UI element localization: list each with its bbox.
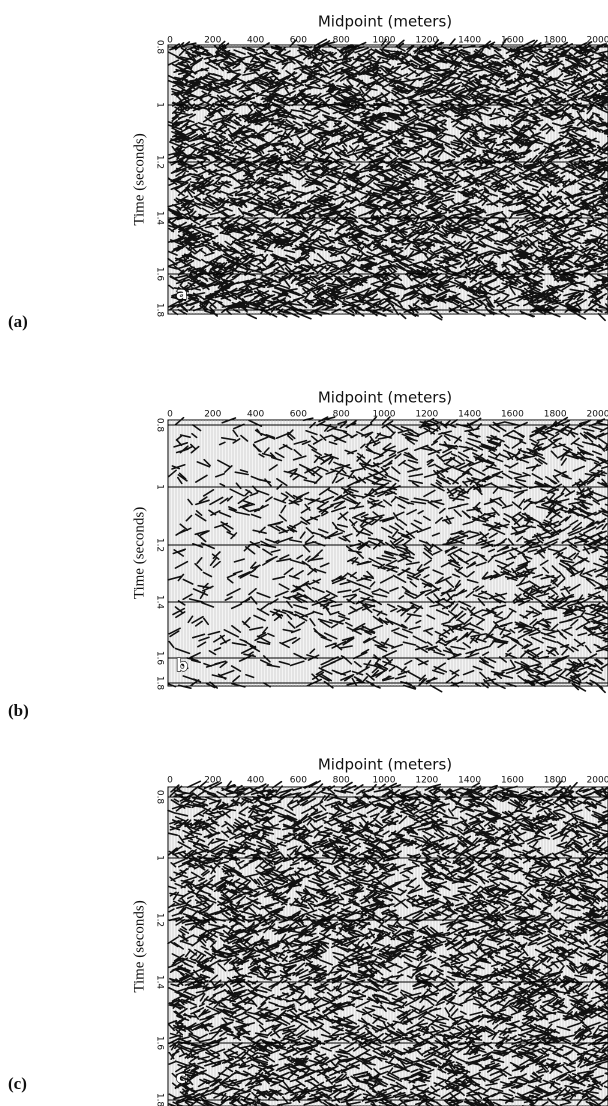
x-tick-label: 600 [290,410,307,420]
inner-label: a [176,284,187,304]
y-tick-label: 1.4 [155,211,165,226]
y-tick-label: 0.8 [155,790,165,805]
x-tick-label: 400 [247,776,264,786]
x-tick-label: 0 [167,36,173,46]
x-tick-label: 0 [167,410,173,420]
y-axis-label: Time (seconds) [131,507,147,599]
x-tick-label: 400 [247,36,264,46]
x-tick-label: 1000 [373,410,396,420]
y-tick-label: 1.6 [155,267,165,282]
x-tick-label: 600 [290,36,307,46]
x-tick-label: 1200 [415,410,438,420]
x-tick-label: 1800 [544,36,567,46]
y-tick-label: 1.6 [155,1036,165,1051]
reflection-wiggles [167,38,608,322]
x-tick-label: 600 [290,776,307,786]
x-tick-label: 1600 [501,776,524,786]
y-tick-label: 1.2 [155,913,165,927]
y-tick-label: 1.2 [155,155,165,169]
y-tick-label: 1 [155,855,165,861]
x-tick-label: 1200 [415,776,438,786]
inner-label: b [176,656,188,676]
x-tick-label: 200 [204,410,221,420]
x-tick-label: 1400 [458,410,481,420]
x-tick-label: 1400 [458,776,481,786]
x-tick-label: 800 [333,776,350,786]
x-tick-label: 200 [204,776,221,786]
y-tick-label: 1 [155,102,165,108]
reflection-wiggles [167,416,608,694]
y-axis-label: Time (seconds) [131,900,147,992]
x-tick-label: 1800 [544,410,567,420]
x-tick-label: 1200 [415,36,438,46]
panel-label: (b) [8,701,29,720]
x-tick-label: 800 [333,36,350,46]
y-tick-label: 1 [155,484,165,490]
y-tick-label: 1.8 [155,676,165,691]
x-tick-label: 400 [247,410,264,420]
y-tick-label: 1.6 [155,651,165,666]
y-tick-label: 1.8 [155,1093,165,1106]
x-tick-label: 200 [204,36,221,46]
x-tick-label: 800 [333,410,350,420]
panel: Midpoint (meters) 0 200 400 600 800 1000 1200 14… [8,13,608,331]
x-tick-label: 1800 [544,776,567,786]
x-axis-label: Midpoint (meters) [318,756,452,774]
y-axis-label: Time (seconds) [131,133,147,225]
x-axis-label: Midpoint (meters) [318,13,452,31]
x-tick-label: 2000 [587,36,608,46]
x-tick-label: 1600 [501,36,524,46]
panel: Midpoint (meters) 0 200 400 600 800 1000 1200 14… [8,756,608,1106]
y-tick-label: 0.8 [155,418,165,433]
y-tick-label: 0.8 [155,40,165,55]
y-tick-label: 1.2 [155,538,165,552]
y-tick-label: 1.8 [155,303,165,318]
panel: Midpoint (meters) 0 200 400 600 800 1000 1200 14… [8,389,608,720]
panel-label: (c) [8,1074,27,1093]
x-axis-label: Midpoint (meters) [318,389,452,407]
x-tick-label: 2000 [587,776,608,786]
x-tick-label: 1400 [458,36,481,46]
x-tick-label: 2000 [587,410,608,420]
x-tick-label: 1000 [373,776,396,786]
y-tick-label: 1.4 [155,595,165,610]
x-tick-label: 0 [167,776,173,786]
y-tick-label: 1.4 [155,975,165,990]
x-tick-label: 1600 [501,410,524,420]
x-tick-label: 1000 [373,36,396,46]
inner-label: c [176,1068,186,1088]
reflection-wiggles [167,780,608,1106]
panel-label: (a) [8,312,28,331]
